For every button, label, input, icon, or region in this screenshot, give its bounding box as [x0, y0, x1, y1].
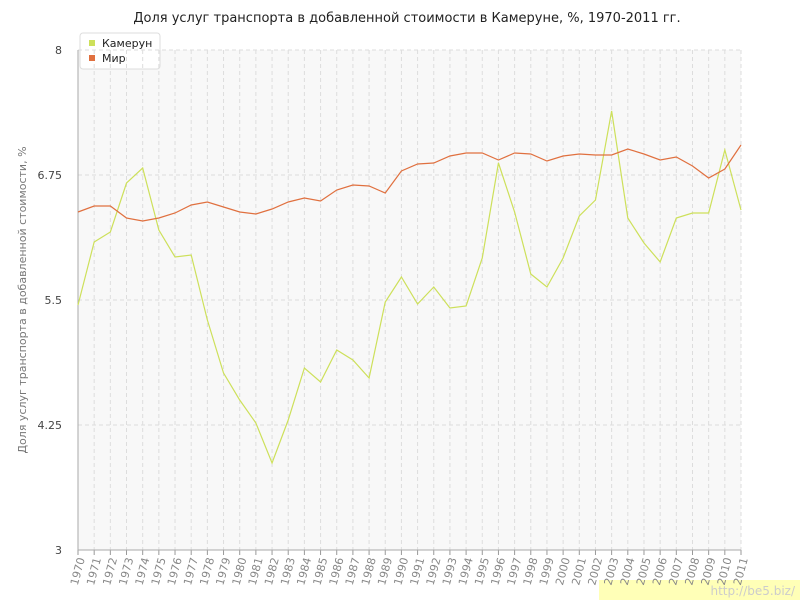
- series-line: [77, 144, 742, 222]
- legend-label: Камерун: [102, 37, 152, 50]
- y-tick-label: 3: [55, 544, 62, 557]
- y-tick-label: 8: [55, 44, 62, 57]
- legend-swatch: [89, 55, 95, 61]
- chart-title: Доля услуг транспорта в добавленной стои…: [133, 11, 680, 26]
- legend-label: Мир: [102, 52, 126, 65]
- y-tick-label: 6.75: [38, 169, 63, 182]
- legend-box: [79, 32, 161, 70]
- y-axis-label: Доля услуг транспорта в добавленной стои…: [16, 146, 29, 453]
- legend-swatch: [89, 40, 95, 46]
- y-tick-label: 4.25: [38, 419, 63, 432]
- y-tick-label: 5.5: [45, 294, 63, 307]
- watermark: http://be5.biz/: [710, 584, 795, 598]
- series-line: [77, 110, 742, 465]
- watermark-bg: [599, 580, 800, 600]
